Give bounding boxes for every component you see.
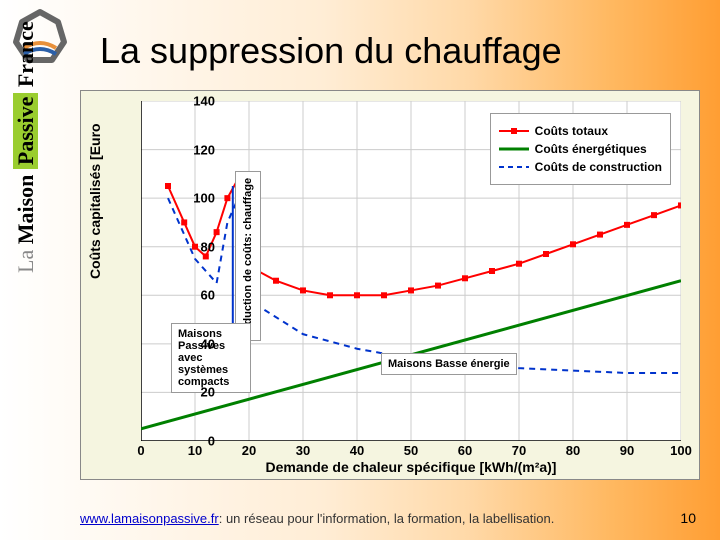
legend-item-construction: Coûts de construction	[499, 160, 662, 174]
chart-container: Coûts capitalisés [Euro Coûts totaux Coû…	[80, 90, 700, 480]
legend-label-construction: Coûts de construction	[535, 160, 662, 174]
slide-number: 10	[680, 510, 696, 526]
footer-text: : un réseau pour l'information, la forma…	[219, 511, 555, 526]
legend-item-total: Coûts totaux	[499, 124, 662, 138]
brand-passive: Passive	[13, 93, 38, 169]
sidebar-brand: La Maison Passive France	[13, 21, 39, 273]
brand-maison: Maison	[13, 175, 38, 245]
annotation-basse: Maisons Basse énergie	[381, 353, 517, 375]
legend-label-total: Coûts totaux	[535, 124, 608, 138]
footer: www.lamaisonpassive.fr: un réseau pour l…	[80, 511, 554, 526]
y-axis-label: Coûts capitalisés [Euro	[87, 123, 103, 279]
legend-label-energy: Coûts énergétiques	[535, 142, 647, 156]
page-title: La suppression du chauffage	[100, 30, 562, 72]
brand-la: La	[13, 250, 38, 273]
annotation-reduction: réduction de coûts: chauffage	[235, 171, 261, 341]
plot-area: Coûts totaux Coûts énergétiques Coûts de…	[141, 101, 681, 441]
annotation-passive: Maisons Passives avec systèmes compacts	[171, 323, 251, 393]
legend-item-energy: Coûts énergétiques	[499, 142, 662, 156]
footer-link[interactable]: www.lamaisonpassive.fr	[80, 511, 219, 526]
brand-france: France	[13, 21, 38, 87]
x-axis-label: Demande de chaleur spécifique [kWh/(m²a)…	[141, 459, 681, 475]
legend: Coûts totaux Coûts énergétiques Coûts de…	[490, 113, 671, 185]
